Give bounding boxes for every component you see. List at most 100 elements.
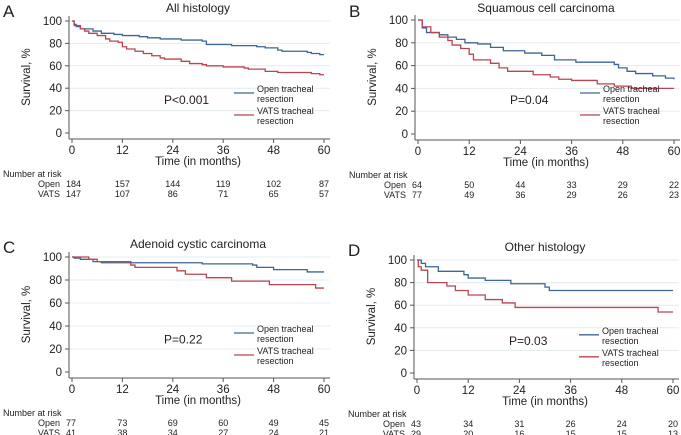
survival-curve-open xyxy=(417,259,673,292)
x-tick-label: 0 xyxy=(69,384,75,396)
y-tick-label: 0 xyxy=(401,368,407,380)
y-tick-label: 100 xyxy=(43,252,62,264)
x-tick-label: 0 xyxy=(415,146,421,158)
legend-label: resection xyxy=(257,334,294,344)
legend-label: resection xyxy=(602,358,639,368)
risk-table-title: Number at risk xyxy=(3,408,62,418)
y-tick-label: 60 xyxy=(394,300,407,312)
x-tick-label: 60 xyxy=(318,384,331,396)
p-value-annotation: P=0.03 xyxy=(509,334,548,348)
panel-title: Squamous cell carcinoma xyxy=(477,1,615,15)
legend-label: Open tracheal xyxy=(602,326,659,336)
y-tick-label: 0 xyxy=(56,367,62,379)
risk-count: 34 xyxy=(168,428,178,435)
risk-count: 26 xyxy=(566,419,576,429)
p-value-annotation: P<0.001 xyxy=(164,93,209,107)
y-tick-label: 40 xyxy=(394,323,407,335)
y-tick-label: 20 xyxy=(49,106,62,118)
risk-row-label: Open xyxy=(38,179,60,189)
y-tick-label: 100 xyxy=(43,16,62,28)
x-axis-label: Time (in months) xyxy=(502,396,588,408)
survival-curve-vats xyxy=(72,20,324,76)
panel-label: C xyxy=(3,238,15,257)
risk-count: 65 xyxy=(269,189,279,199)
risk-count: 77 xyxy=(66,418,76,428)
risk-count: 24 xyxy=(617,419,627,429)
risk-count: 77 xyxy=(412,190,422,200)
risk-count: 45 xyxy=(319,418,329,428)
y-tick-label: 0 xyxy=(402,129,408,141)
y-axis-label: Survival, % xyxy=(366,288,378,346)
p-value-annotation: P=0.22 xyxy=(164,332,203,346)
y-tick-label: 100 xyxy=(389,15,408,27)
y-axis-label: Survival, % xyxy=(367,48,379,106)
risk-count: 69 xyxy=(168,418,178,428)
risk-count: 23 xyxy=(669,190,679,200)
x-tick-label: 60 xyxy=(318,145,331,157)
y-tick-label: 60 xyxy=(49,298,62,310)
panel-title: Other histology xyxy=(505,240,586,254)
risk-count: 29 xyxy=(618,180,628,190)
risk-row-label: VATS xyxy=(38,428,60,435)
panel-label: D xyxy=(348,241,360,260)
legend-label: Open tracheal xyxy=(257,84,314,94)
y-tick-label: 60 xyxy=(49,61,62,73)
legend-label: Open tracheal xyxy=(257,324,314,334)
risk-count: 21 xyxy=(319,428,329,435)
x-tick-label: 0 xyxy=(69,145,75,157)
risk-count: 49 xyxy=(464,190,474,200)
risk-row-label: Open xyxy=(38,418,60,428)
risk-count: 15 xyxy=(566,429,576,435)
legend-label: resection xyxy=(602,336,639,346)
risk-count: 15 xyxy=(617,429,627,435)
risk-count: 102 xyxy=(266,179,281,189)
risk-count: 33 xyxy=(567,180,577,190)
panel-title: Adenoid cystic carcinoma xyxy=(130,237,266,251)
x-tick-label: 12 xyxy=(462,385,475,397)
legend-label: resection xyxy=(257,356,294,366)
legend-label: Open tracheal xyxy=(603,84,660,94)
risk-count: 147 xyxy=(66,189,81,199)
y-tick-label: 20 xyxy=(394,345,407,357)
km-panel-b: B Squamous cell carcinoma 0 20 40 60 80 100 0 12 2… xyxy=(349,1,680,200)
legend-label: resection xyxy=(257,94,294,104)
y-axis-label: Survival, % xyxy=(21,48,33,106)
risk-count: 41 xyxy=(66,428,76,435)
risk-row-label: Open xyxy=(383,419,405,429)
x-tick-label: 48 xyxy=(615,385,628,397)
x-tick-label: 24 xyxy=(166,145,179,157)
x-tick-label: 48 xyxy=(267,145,280,157)
y-tick-label: 40 xyxy=(395,83,408,95)
risk-count: 144 xyxy=(165,179,180,189)
risk-count: 71 xyxy=(218,189,228,199)
y-tick-label: 60 xyxy=(395,61,408,73)
risk-count: 87 xyxy=(319,179,329,189)
y-tick-label: 80 xyxy=(49,38,62,50)
risk-count: 60 xyxy=(218,418,228,428)
legend-label: VATS tracheal xyxy=(257,346,314,356)
risk-count: 86 xyxy=(168,189,178,199)
risk-row-label: VATS xyxy=(384,190,406,200)
risk-count: 20 xyxy=(463,429,473,435)
legend-label: VATS tracheal xyxy=(257,106,314,116)
y-tick-label: 40 xyxy=(49,83,62,95)
survival-curve-open xyxy=(72,256,324,273)
risk-count: 64 xyxy=(412,180,422,190)
x-axis-label: Time (in months) xyxy=(503,157,589,169)
risk-count: 50 xyxy=(464,180,474,190)
risk-count: 44 xyxy=(515,180,525,190)
km-panel-a: A All histology 0 20 40 60 80 100 0 12 24 36 48 60 Tim… xyxy=(3,1,330,199)
risk-count: 29 xyxy=(567,190,577,200)
risk-row-label: Open xyxy=(384,180,406,190)
y-tick-label: 40 xyxy=(49,321,62,333)
risk-count: 119 xyxy=(216,179,230,189)
panel-label: B xyxy=(349,2,360,21)
x-tick-label: 24 xyxy=(514,146,527,158)
legend-label: resection xyxy=(603,94,640,104)
x-tick-label: 48 xyxy=(616,146,629,158)
x-tick-label: 60 xyxy=(668,146,681,158)
y-tick-label: 20 xyxy=(49,344,62,356)
x-tick-label: 12 xyxy=(116,384,129,396)
